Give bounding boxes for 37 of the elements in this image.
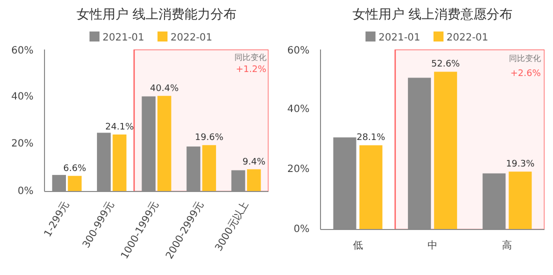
bar xyxy=(434,72,458,230)
bar xyxy=(157,96,172,192)
data-label: 6.6% xyxy=(63,164,87,174)
legend-label: 2022-01 xyxy=(170,32,212,44)
data-label: 40.4% xyxy=(150,84,180,94)
y-tick-label: 0% xyxy=(18,186,34,197)
bar xyxy=(202,145,216,192)
bar xyxy=(508,172,532,230)
y-tick-label: 20% xyxy=(287,164,310,175)
data-label: 19.6% xyxy=(194,133,224,144)
band-label: 同比变化 xyxy=(508,54,541,63)
bar xyxy=(247,169,261,192)
y-tick-label: 40% xyxy=(11,91,34,102)
data-label: 9.4% xyxy=(242,157,266,168)
data-label: 28.1% xyxy=(356,133,386,144)
legend-label: 2022-01 xyxy=(446,32,488,44)
annotation: +2.6% xyxy=(510,69,542,79)
chart-title: 女性用户 线上消费能力分布 xyxy=(76,8,237,22)
band-label: 同比变化 xyxy=(234,53,266,62)
x-tick-label: 中 xyxy=(428,240,438,252)
x-tick-label: 高 xyxy=(502,240,512,252)
bar xyxy=(359,145,382,230)
data-label: 52.6% xyxy=(431,60,460,70)
y-tick-label: 0% xyxy=(294,224,310,235)
chart-title: 女性用户 线上消费意愿分布 xyxy=(352,8,513,22)
bar xyxy=(112,134,126,192)
y-tick-label: 20% xyxy=(11,138,34,150)
y-tick-label: 60% xyxy=(11,46,34,56)
y-tick-label: 60% xyxy=(287,46,310,56)
annotation: +1.2% xyxy=(236,64,267,75)
x-tick-label: 低 xyxy=(352,240,363,252)
bar xyxy=(68,176,82,192)
legend-label: 2021-01 xyxy=(102,32,144,44)
data-label: 19.3% xyxy=(506,160,535,170)
data-label: 24.1% xyxy=(105,122,134,132)
legend-label: 2021-01 xyxy=(378,32,420,44)
y-tick-label: 40% xyxy=(287,104,310,115)
